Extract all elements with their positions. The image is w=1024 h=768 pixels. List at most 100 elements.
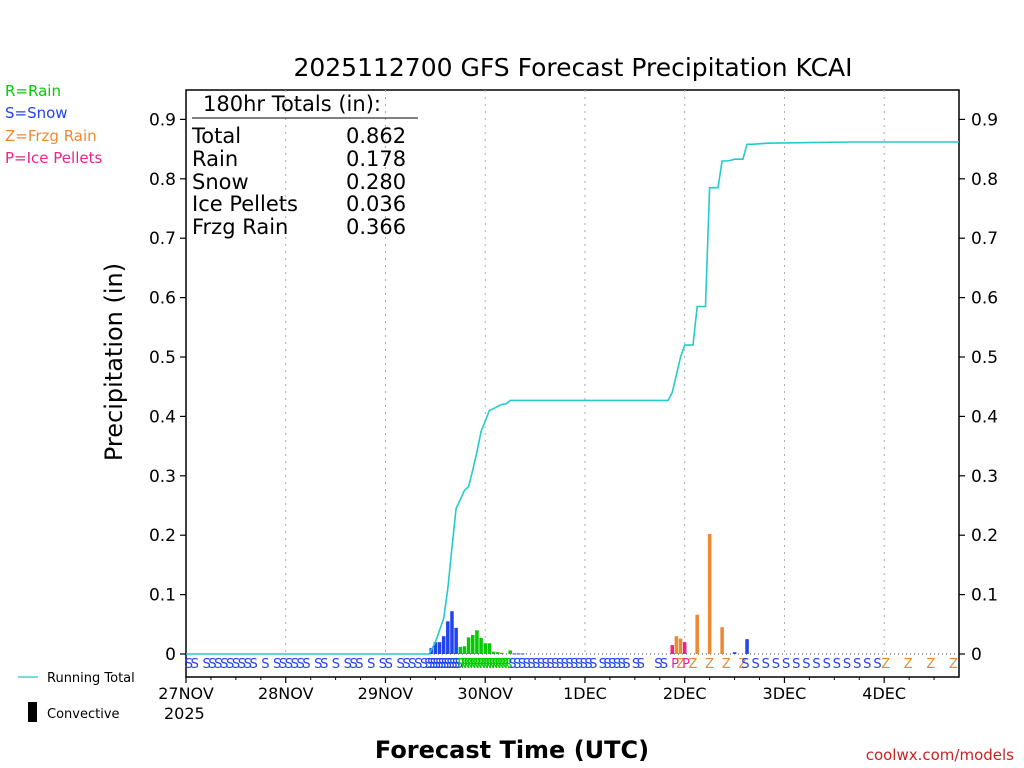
plot-frame — [185, 89, 960, 678]
type-strip-1-7: S — [444, 657, 452, 672]
y-tick-label-right-2: 0.2 — [971, 526, 998, 546]
type-strip-3-9: S — [551, 657, 559, 672]
type-strip-0-9: S — [238, 657, 246, 672]
type-strip-6-16: S — [823, 657, 831, 672]
type-strip-0-23: S — [320, 657, 328, 672]
type-strip-6-8: S — [782, 657, 790, 672]
type-strip-3-14: S — [575, 657, 583, 672]
type-strip-3-16: S — [584, 657, 592, 672]
totals-label-rain: Rain — [192, 147, 238, 171]
type-strip-2-9: R — [485, 657, 494, 672]
bar-5 — [450, 611, 454, 654]
type-strip-0-17: S — [285, 657, 293, 672]
type-strip-1-0: S — [424, 657, 432, 672]
y-tick-label-right-3: 0.3 — [971, 467, 998, 487]
type-strip-2-6: R — [476, 657, 485, 672]
convective-legend-label: Convective — [47, 707, 120, 722]
type-strip-5-2: Z — [705, 657, 714, 672]
y-tick-label-left-3: 0.3 — [149, 467, 176, 487]
type-strip-0-40: S — [420, 657, 428, 672]
y-tick-label-right-6: 0.6 — [971, 289, 998, 309]
running-total-line — [186, 141, 959, 655]
bar-4 — [446, 621, 450, 654]
x-tick-label-6: 3DEC — [763, 684, 807, 703]
running-total-legend-label: Running Total — [47, 671, 135, 686]
type-strip-1-4: S — [435, 657, 443, 672]
type-strip-0-36: S — [396, 657, 404, 672]
type-strip-1-11: S — [455, 657, 463, 672]
y-tick-label-right-7: 0.7 — [971, 229, 998, 249]
type-strip-4-4: Z — [676, 657, 685, 672]
bar-6 — [454, 627, 458, 654]
totals-value-frzg-rain: 0.366 — [346, 215, 406, 239]
type-strip-3-0: S — [508, 657, 516, 672]
x-tick-label-2: 29NOV — [358, 684, 414, 703]
type-strip-0-27: S — [344, 657, 352, 672]
bar-24 — [678, 638, 683, 654]
credit-watermark: coolwx.com/models — [866, 746, 1014, 764]
legend-snow: S=Snow — [5, 104, 68, 122]
type-strip-1-2: S — [430, 657, 438, 672]
bar-3 — [441, 636, 446, 654]
type-strip-0-33: S — [379, 657, 387, 672]
y-tick-label-right-1: 0.1 — [971, 586, 998, 606]
type-strip-2-14: R — [501, 657, 510, 672]
y-tick-label-right-8: 0.8 — [971, 170, 998, 190]
type-strip-0-6: S — [220, 657, 228, 672]
type-strip-3-2: S — [518, 657, 526, 672]
chart-title: 2025112700 GFS Forecast Precipitation KC… — [293, 53, 852, 82]
totals-label-ice-pellets: Ice Pellets — [192, 192, 298, 216]
type-strip-2-15: R — [504, 657, 513, 672]
type-strip-1-6: S — [441, 657, 449, 672]
bar-7 — [458, 646, 463, 654]
grid-lines — [186, 90, 959, 655]
type-strip-3-20: S — [603, 657, 611, 672]
type-strip-3-1: S — [513, 657, 521, 672]
y-tick-label-left-9: 0.9 — [149, 110, 176, 130]
y-tick-label-left-0: 0 — [165, 645, 176, 665]
x-tick-label-7: 4DEC — [862, 684, 906, 703]
bar-23 — [674, 636, 679, 654]
type-strip-2-13: R — [498, 657, 507, 672]
bar-2 — [437, 642, 442, 654]
bar-13 — [483, 643, 487, 654]
bar-12 — [479, 637, 483, 654]
type-strip-3-5: S — [532, 657, 540, 672]
bar-1 — [433, 642, 438, 654]
type-strip-5-6: Z — [738, 657, 747, 672]
totals-value-snow: 0.280 — [346, 170, 406, 194]
type-strip-6-20: S — [843, 657, 851, 672]
bar-28 — [720, 627, 724, 654]
x-tick-label-5: 2DEC — [663, 684, 707, 703]
type-strip-0-4: S — [208, 657, 216, 672]
type-strip-6-2: S — [751, 657, 759, 672]
type-strip-7-6: Z — [949, 657, 958, 672]
bar-21 — [520, 653, 525, 655]
type-strip-3-10: S — [556, 657, 564, 672]
type-strip-3-26: S — [632, 657, 640, 672]
y-tick-label-left-6: 0.6 — [149, 289, 176, 309]
type-strip-7-2: Z — [904, 657, 913, 672]
type-strip-6-24: S — [863, 657, 871, 672]
type-strip-6-22: S — [853, 657, 861, 672]
type-strip-1-8: S — [446, 657, 454, 672]
type-strip-0-31: S — [367, 657, 375, 672]
bar-8 — [462, 646, 467, 654]
type-strip-3-8: S — [546, 657, 554, 672]
type-strip-0-11: S — [249, 657, 257, 672]
type-strip-0-16: S — [279, 657, 287, 672]
type-strip-3-6: S — [537, 657, 545, 672]
type-strip-0-13: S — [261, 657, 269, 672]
type-strip-1-5: S — [438, 657, 446, 672]
type-strip-0-10: S — [244, 657, 252, 672]
type-strip-2-0: R — [457, 657, 466, 672]
type-strip-0-29: S — [355, 657, 363, 672]
type-strip-3-22: S — [613, 657, 621, 672]
y-tick-label-right-5: 0.5 — [971, 348, 998, 368]
type-strip-2-4: R — [470, 657, 479, 672]
type-strip-3-27: S — [637, 657, 645, 672]
x-ticks-group: 27NOV 28NOV 29NOV 30NOV 1DEC 2DEC 3DEC 4DEC — [158, 677, 935, 703]
type-strip-3-15: S — [580, 657, 588, 672]
type-strip-2-1: R — [460, 657, 469, 672]
